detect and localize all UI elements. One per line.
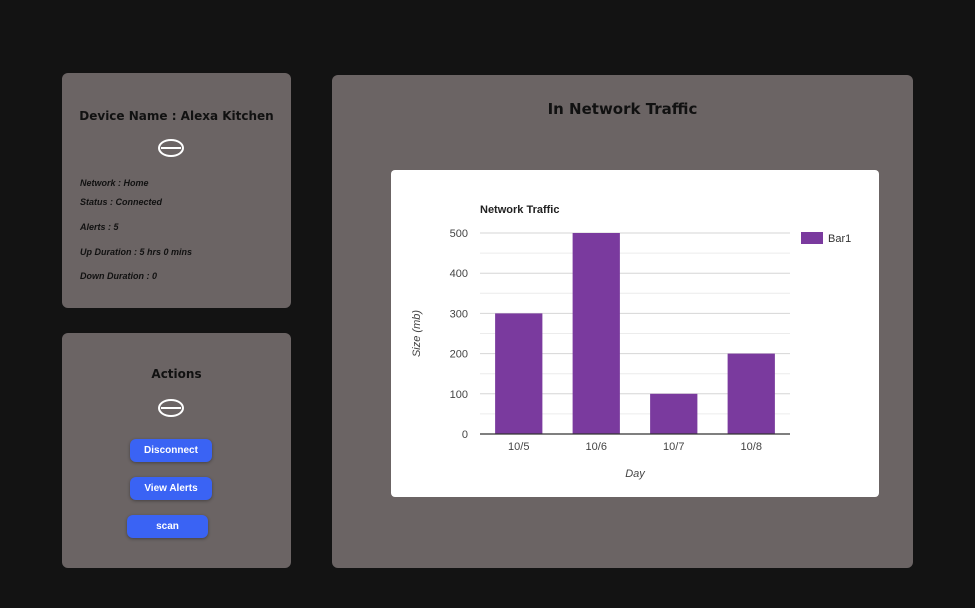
y-tick-label: 100 <box>450 389 468 401</box>
view-alerts-button[interactable]: View Alerts <box>130 477 212 500</box>
legend-swatch <box>801 232 823 244</box>
alerts-count-text: Alerts : 5 <box>80 222 119 232</box>
legend-label: Bar1 <box>828 233 851 245</box>
y-tick-label: 500 <box>450 228 468 240</box>
y-tick-label: 400 <box>450 268 468 280</box>
scan-button[interactable]: scan <box>127 515 208 538</box>
x-tick-label: 10/8 <box>741 441 762 453</box>
network-traffic-chart: 0 100 200 300 400 500 10/5 10/6 10/7 10/8 Network … <box>411 204 851 480</box>
y-tick-label: 0 <box>462 429 468 441</box>
bar <box>727 353 775 434</box>
traffic-panel-title: In Network Traffic <box>547 100 698 118</box>
x-tick-label: 10/6 <box>586 441 607 453</box>
device-info-card: Device Name : Alexa Kitchen Network : Ho… <box>62 73 291 308</box>
status-text: Status : Connected <box>80 197 163 207</box>
device-name-title: Device Name : Alexa Kitchen <box>79 109 274 123</box>
y-axis-label: Size (mb) <box>411 310 423 357</box>
x-tick-label: 10/5 <box>508 441 529 453</box>
actions-title: Actions <box>151 367 202 381</box>
bar <box>650 393 698 434</box>
device-icon <box>158 139 184 157</box>
bar <box>495 313 543 434</box>
y-tick-label: 300 <box>450 308 468 320</box>
device-icon <box>158 399 184 417</box>
y-tick-label: 200 <box>450 349 468 361</box>
down-duration-text: Down Duration : 0 <box>80 271 157 281</box>
bar <box>572 233 620 434</box>
chart-card: 0 100 200 300 400 500 10/5 10/6 10/7 10/8 Network … <box>391 170 879 497</box>
chart-title: Network Traffic <box>480 204 559 216</box>
actions-card: Actions Disconnect View Alerts scan <box>62 333 291 568</box>
x-tick-label: 10/7 <box>663 441 684 453</box>
network-traffic-panel: In Network Traffic 0 100 200 300 400 500 10/5 1… <box>332 75 913 568</box>
up-duration-text: Up Duration : 5 hrs 0 mins <box>80 247 193 257</box>
network-text: Network : Home <box>80 178 149 188</box>
disconnect-button[interactable]: Disconnect <box>130 439 212 462</box>
x-axis-label: Day <box>625 468 646 480</box>
